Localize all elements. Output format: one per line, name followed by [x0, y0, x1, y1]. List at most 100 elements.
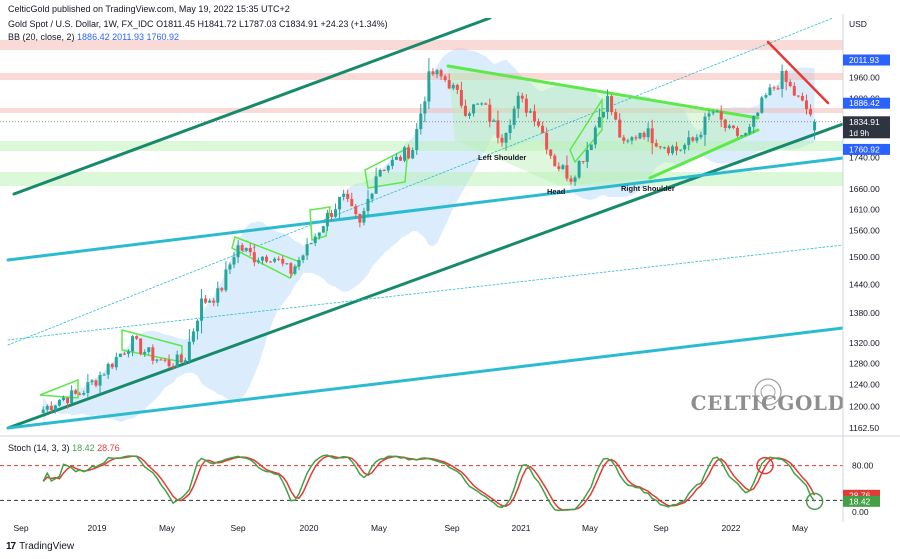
candle[interactable]	[390, 159, 394, 166]
candle[interactable]	[431, 71, 435, 75]
candle[interactable]	[480, 103, 484, 105]
upper-channel-line[interactable]	[12, 18, 492, 196]
candle[interactable]	[512, 108, 516, 126]
candle[interactable]	[191, 331, 195, 342]
candle[interactable]	[342, 193, 346, 197]
candle[interactable]	[329, 213, 333, 217]
candle[interactable]	[468, 113, 471, 116]
mid-cyan-trendline[interactable]	[6, 156, 843, 262]
candle[interactable]	[114, 356, 118, 368]
candle[interactable]	[528, 111, 532, 113]
candle[interactable]	[524, 98, 528, 113]
lower-cyan-trendline[interactable]	[6, 326, 843, 430]
candle[interactable]	[687, 137, 691, 145]
candle[interactable]	[378, 170, 382, 177]
candle[interactable]	[224, 269, 228, 291]
candle[interactable]	[638, 132, 642, 139]
candle[interactable]	[691, 137, 695, 141]
candle[interactable]	[57, 400, 61, 406]
candle[interactable]	[723, 119, 727, 128]
candle[interactable]	[809, 109, 813, 115]
candle[interactable]	[216, 288, 220, 303]
candle[interactable]	[666, 147, 670, 154]
candle[interactable]	[463, 105, 467, 116]
candle[interactable]	[756, 112, 760, 117]
candle[interactable]	[147, 347, 151, 352]
candle[interactable]	[715, 111, 719, 113]
candle[interactable]	[654, 143, 658, 147]
candle[interactable]	[585, 150, 589, 162]
stoch-d-line[interactable]	[42, 455, 816, 511]
candle[interactable]	[358, 214, 362, 223]
stochastic-pane[interactable]	[0, 454, 843, 512]
candle[interactable]	[297, 260, 301, 267]
candle[interactable]	[285, 263, 289, 265]
candle[interactable]	[256, 260, 260, 263]
candle[interactable]	[220, 288, 224, 291]
candle[interactable]	[451, 84, 455, 89]
candle[interactable]	[139, 338, 143, 354]
price-pane[interactable]: Left Shoulder Head Right Shoulder CELTICGOL…	[0, 14, 845, 430]
candle[interactable]	[86, 382, 90, 394]
tradingview-footer[interactable]: 17 TradingView	[6, 541, 74, 552]
candle[interactable]	[204, 298, 208, 303]
candle[interactable]	[232, 257, 236, 265]
candle[interactable]	[419, 113, 423, 130]
candle[interactable]	[796, 95, 800, 97]
candle[interactable]	[411, 150, 415, 159]
candle[interactable]	[476, 103, 480, 105]
neckline-upper[interactable]	[446, 64, 760, 120]
candle[interactable]	[488, 104, 492, 122]
candle[interactable]	[159, 359, 163, 361]
candle[interactable]	[472, 104, 476, 114]
candle[interactable]	[82, 393, 86, 395]
candle[interactable]	[98, 375, 102, 386]
candle[interactable]	[553, 155, 557, 167]
candle[interactable]	[573, 177, 577, 182]
candle[interactable]	[520, 95, 524, 99]
candle[interactable]	[362, 211, 366, 223]
candle[interactable]	[699, 134, 703, 138]
candle[interactable]	[776, 88, 780, 90]
candle[interactable]	[403, 147, 407, 161]
candle[interactable]	[236, 245, 240, 258]
candle[interactable]	[151, 347, 155, 361]
candle[interactable]	[122, 353, 126, 355]
candle[interactable]	[126, 351, 130, 354]
candle[interactable]	[537, 121, 541, 126]
candle[interactable]	[78, 393, 82, 395]
candle[interactable]	[289, 263, 293, 274]
dotted-channel-line-low[interactable]	[7, 244, 843, 341]
candle[interactable]	[589, 144, 593, 151]
candle[interactable]	[541, 125, 545, 133]
candle[interactable]	[459, 89, 463, 106]
candle[interactable]	[301, 255, 305, 261]
candle[interactable]	[118, 353, 122, 357]
candle[interactable]	[618, 119, 622, 138]
candle[interactable]	[269, 261, 273, 263]
candle[interactable]	[695, 137, 699, 141]
candle[interactable]	[569, 178, 573, 182]
candle[interactable]	[41, 409, 45, 414]
neckline-lower[interactable]	[648, 128, 760, 180]
candle[interactable]	[281, 258, 285, 264]
candle[interactable]	[427, 71, 431, 102]
candle[interactable]	[240, 245, 244, 251]
candle[interactable]	[155, 359, 159, 361]
candle[interactable]	[200, 298, 204, 321]
candle[interactable]	[748, 126, 752, 134]
candle[interactable]	[658, 146, 662, 148]
candle[interactable]	[630, 137, 634, 141]
dotted-channel-line[interactable]	[7, 14, 843, 346]
candle[interactable]	[614, 112, 618, 120]
candle[interactable]	[110, 363, 114, 368]
candle[interactable]	[350, 198, 354, 207]
candle[interactable]	[244, 247, 248, 251]
candle[interactable]	[760, 97, 764, 113]
candle[interactable]	[557, 166, 561, 169]
candle[interactable]	[740, 135, 744, 137]
candle[interactable]	[334, 209, 338, 217]
candle[interactable]	[313, 236, 317, 244]
candle[interactable]	[634, 137, 638, 139]
candle[interactable]	[780, 70, 784, 89]
